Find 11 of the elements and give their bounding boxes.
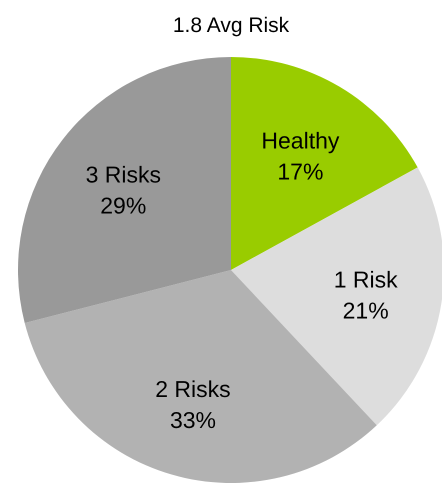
data-label: 29% <box>100 192 146 218</box>
slice-label: 1 Risk <box>334 266 398 292</box>
slice-label: Healthy <box>261 128 340 154</box>
pie-slice <box>18 57 231 323</box>
slice-label: 3 Risks <box>86 161 161 188</box>
slice-label: 2 Risks <box>155 376 231 402</box>
pie-slice <box>231 57 418 270</box>
data-label: 21% <box>342 297 389 324</box>
data-label: 17% <box>277 158 324 185</box>
data-label: 33% <box>170 406 216 433</box>
chart-title: 1.8 Avg Risk <box>172 14 290 37</box>
